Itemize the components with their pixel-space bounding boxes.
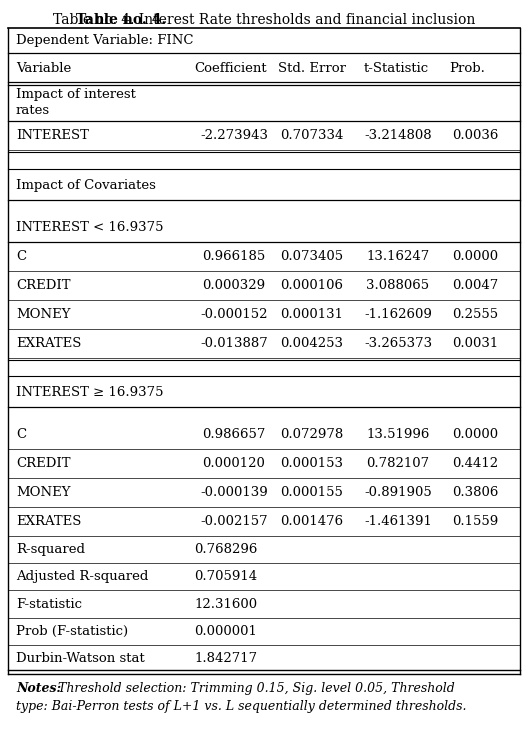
Text: EXRATES: EXRATES bbox=[16, 337, 81, 350]
Text: 0.0000: 0.0000 bbox=[452, 250, 498, 263]
Text: 0.0047: 0.0047 bbox=[452, 279, 498, 292]
Text: 0.000153: 0.000153 bbox=[280, 458, 344, 471]
Text: t-Statistic: t-Statistic bbox=[364, 62, 429, 75]
Text: Table no. 4. Interest Rate thresholds and financial inclusion: Table no. 4. Interest Rate thresholds an… bbox=[53, 13, 475, 27]
Text: Durbin-Watson stat: Durbin-Watson stat bbox=[16, 652, 145, 665]
Text: -0.000152: -0.000152 bbox=[200, 308, 268, 321]
Text: INTEREST ≥ 16.9375: INTEREST ≥ 16.9375 bbox=[16, 386, 164, 399]
Text: Prob.: Prob. bbox=[449, 62, 485, 75]
Text: 0.705914: 0.705914 bbox=[194, 570, 257, 583]
Text: -3.214808: -3.214808 bbox=[364, 130, 432, 143]
Text: 0.768296: 0.768296 bbox=[194, 543, 257, 556]
Text: 3.088065: 3.088065 bbox=[366, 279, 430, 292]
Text: 0.966185: 0.966185 bbox=[202, 250, 266, 263]
Text: R-squared: R-squared bbox=[16, 543, 85, 556]
Text: Threshold selection: Trimming 0.15, Sig. level 0.05, Threshold: Threshold selection: Trimming 0.15, Sig.… bbox=[54, 682, 455, 695]
Text: Impact of interest
rates: Impact of interest rates bbox=[16, 89, 136, 117]
Text: -1.162609: -1.162609 bbox=[364, 308, 432, 321]
Text: 1.842717: 1.842717 bbox=[194, 652, 257, 665]
Text: 0.986657: 0.986657 bbox=[202, 428, 266, 441]
Text: 13.51996: 13.51996 bbox=[366, 428, 430, 441]
Text: 0.000106: 0.000106 bbox=[280, 279, 344, 292]
Text: 0.0031: 0.0031 bbox=[452, 337, 498, 350]
Text: 0.000120: 0.000120 bbox=[203, 458, 266, 471]
Text: 0.2555: 0.2555 bbox=[452, 308, 498, 321]
Text: Impact of Covariates: Impact of Covariates bbox=[16, 179, 156, 192]
Text: F-statistic: F-statistic bbox=[16, 597, 82, 610]
Text: Std. Error: Std. Error bbox=[278, 62, 346, 75]
Text: CREDIT: CREDIT bbox=[16, 458, 71, 471]
Text: Coefficient: Coefficient bbox=[194, 62, 267, 75]
Text: 0.707334: 0.707334 bbox=[280, 130, 344, 143]
Text: 13.16247: 13.16247 bbox=[366, 250, 430, 263]
Text: 0.001476: 0.001476 bbox=[280, 515, 344, 528]
Text: 0.004253: 0.004253 bbox=[280, 337, 344, 350]
Text: type: Bai-Perron tests of L+1 vs. L sequentially determined thresholds.: type: Bai-Perron tests of L+1 vs. L sequ… bbox=[16, 700, 467, 713]
Text: Table no. 4.: Table no. 4. bbox=[76, 13, 166, 27]
Text: -2.273943: -2.273943 bbox=[200, 130, 268, 143]
Text: Notes:: Notes: bbox=[16, 682, 61, 695]
Text: C: C bbox=[16, 428, 26, 441]
Text: 0.072978: 0.072978 bbox=[280, 428, 344, 441]
Text: 0.000155: 0.000155 bbox=[280, 486, 343, 499]
Text: 0.782107: 0.782107 bbox=[366, 458, 430, 471]
Text: MONEY: MONEY bbox=[16, 486, 71, 499]
Text: -1.461391: -1.461391 bbox=[364, 515, 432, 528]
Text: MONEY: MONEY bbox=[16, 308, 71, 321]
Text: Prob (F-statistic): Prob (F-statistic) bbox=[16, 624, 128, 638]
Text: 0.073405: 0.073405 bbox=[280, 250, 344, 263]
Text: INTEREST < 16.9375: INTEREST < 16.9375 bbox=[16, 221, 164, 234]
Text: -0.891905: -0.891905 bbox=[364, 486, 432, 499]
Text: 0.1559: 0.1559 bbox=[452, 515, 498, 528]
Text: Adjusted R-squared: Adjusted R-squared bbox=[16, 570, 148, 583]
Text: -0.013887: -0.013887 bbox=[200, 337, 268, 350]
Text: 0.0036: 0.0036 bbox=[452, 130, 498, 143]
Text: 0.4412: 0.4412 bbox=[452, 458, 498, 471]
Text: EXRATES: EXRATES bbox=[16, 515, 81, 528]
Text: 12.31600: 12.31600 bbox=[194, 597, 257, 610]
Text: INTEREST: INTEREST bbox=[16, 130, 89, 143]
Text: Variable: Variable bbox=[16, 62, 71, 75]
Text: -3.265373: -3.265373 bbox=[364, 337, 432, 350]
Text: Dependent Variable: FINC: Dependent Variable: FINC bbox=[16, 34, 193, 48]
Text: 0.000001: 0.000001 bbox=[194, 624, 257, 638]
Text: -0.000139: -0.000139 bbox=[200, 486, 268, 499]
Text: 0.000131: 0.000131 bbox=[280, 308, 344, 321]
Text: -0.002157: -0.002157 bbox=[200, 515, 268, 528]
Text: 0.000329: 0.000329 bbox=[202, 279, 266, 292]
Text: CREDIT: CREDIT bbox=[16, 279, 71, 292]
Text: 0.3806: 0.3806 bbox=[452, 486, 498, 499]
Text: C: C bbox=[16, 250, 26, 263]
Text: 0.0000: 0.0000 bbox=[452, 428, 498, 441]
